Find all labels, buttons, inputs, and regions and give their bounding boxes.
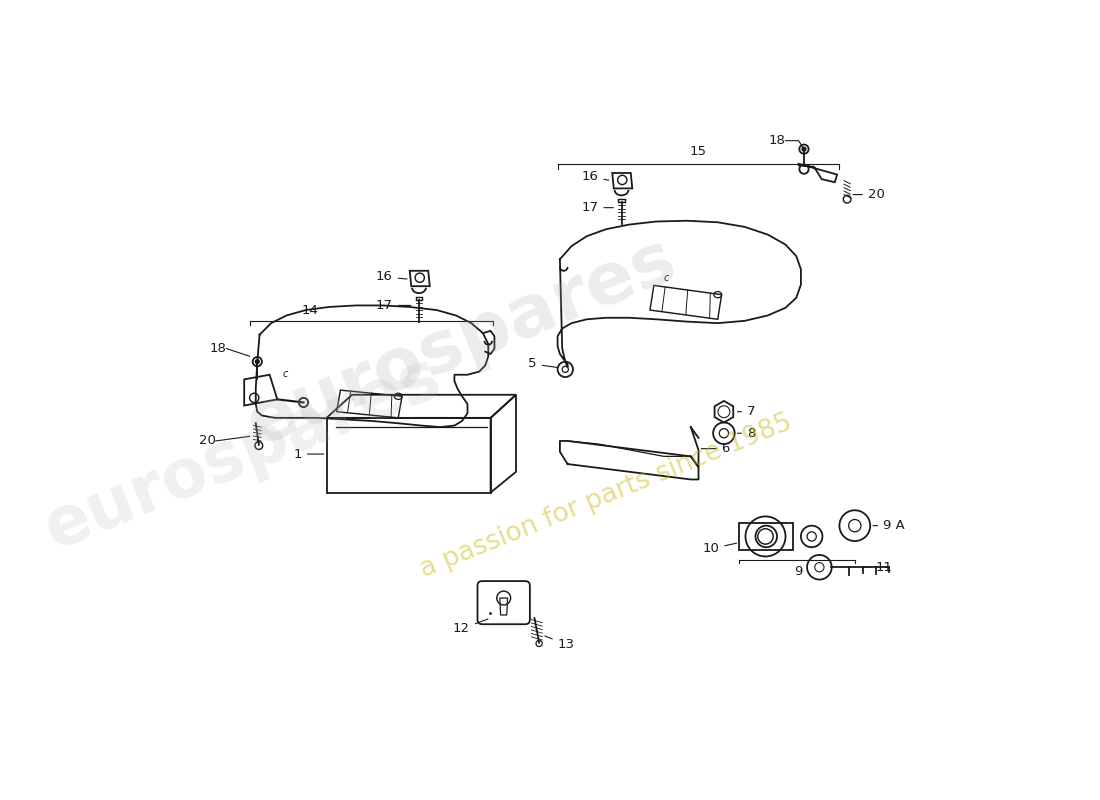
Text: c: c (664, 273, 669, 283)
Circle shape (802, 147, 806, 151)
Bar (618, 199, 625, 202)
Text: 15: 15 (690, 145, 707, 158)
Text: 16: 16 (582, 170, 608, 183)
Text: 17: 17 (582, 201, 614, 214)
Text: 20: 20 (199, 434, 216, 447)
Text: 16: 16 (376, 270, 407, 283)
Circle shape (255, 360, 260, 363)
Bar (416, 297, 422, 300)
Text: 18: 18 (210, 342, 227, 355)
Text: 8: 8 (737, 426, 756, 440)
Text: 6: 6 (702, 442, 730, 455)
Text: 20: 20 (852, 188, 884, 201)
Text: eurospares: eurospares (238, 225, 686, 460)
Text: 11: 11 (864, 561, 892, 574)
Text: 9: 9 (794, 565, 803, 578)
Text: 9 A: 9 A (873, 519, 905, 532)
Text: 12: 12 (453, 619, 488, 635)
Text: 14: 14 (301, 303, 318, 317)
Text: 7: 7 (737, 405, 756, 418)
Text: 13: 13 (544, 636, 574, 650)
Text: a passion for parts since 1985: a passion for parts since 1985 (416, 410, 796, 583)
Text: 18: 18 (769, 134, 785, 147)
Text: 1: 1 (294, 447, 323, 461)
Text: 10: 10 (703, 542, 737, 555)
Text: 5: 5 (528, 358, 558, 370)
Text: 17: 17 (376, 299, 410, 312)
Text: eurospares: eurospares (34, 344, 450, 563)
Text: c: c (283, 369, 288, 379)
